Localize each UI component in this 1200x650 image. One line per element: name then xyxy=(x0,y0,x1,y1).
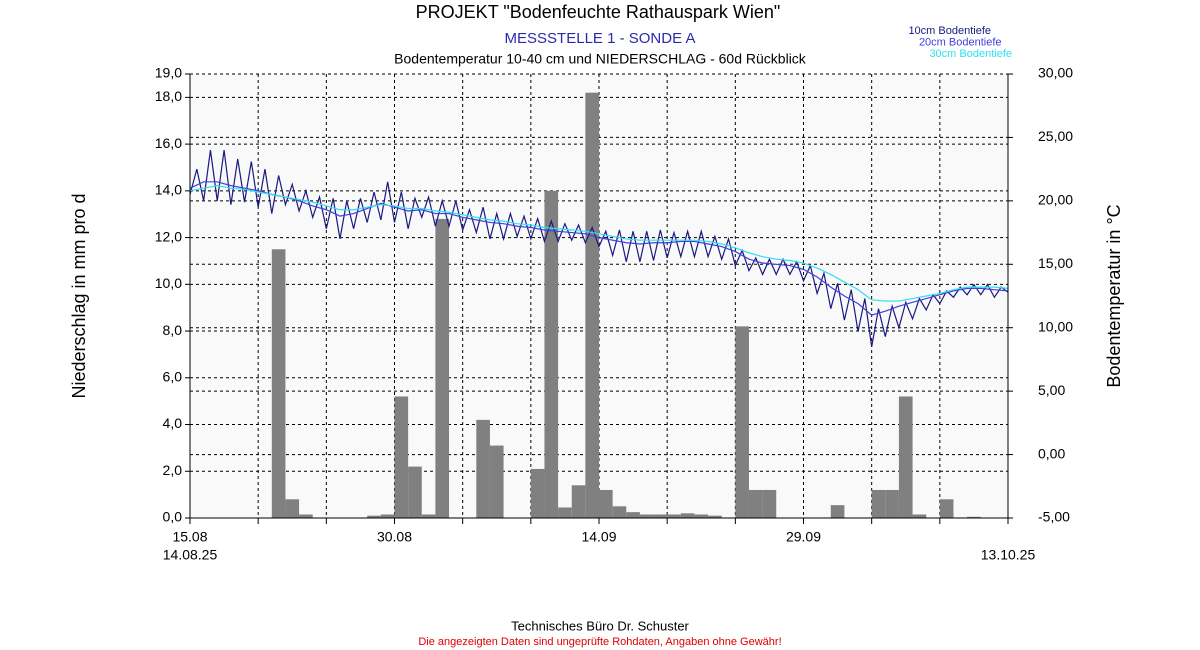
y2-tick-label: 20,00 xyxy=(1038,192,1073,208)
bar xyxy=(667,514,681,518)
line xyxy=(189,185,1009,302)
bar xyxy=(271,249,286,518)
bar xyxy=(299,514,313,518)
bar xyxy=(626,512,640,518)
y-tick-label: 14,0 xyxy=(155,182,182,198)
disclaimer: Die angezeigten Daten sind ungeprüfte Ro… xyxy=(418,636,781,648)
x-tick-label: 14.09 xyxy=(581,529,616,545)
bar xyxy=(571,485,586,518)
y-tick-label: 16,0 xyxy=(155,135,182,151)
y-tick-label: 8,0 xyxy=(163,322,183,338)
bar xyxy=(367,515,381,518)
end-date: 13.10.25 xyxy=(981,547,1036,563)
start-date: 14.08.25 xyxy=(163,547,218,563)
y-tick-label: 19,0 xyxy=(155,65,182,81)
bar xyxy=(380,514,395,518)
x-tick-label: 30.08 xyxy=(377,529,412,545)
x-tick-label: 29.09 xyxy=(786,529,821,545)
bar xyxy=(285,499,300,518)
y2-tick-label: 30,00 xyxy=(1038,65,1073,81)
bar xyxy=(421,514,436,518)
marks xyxy=(189,92,1009,519)
line xyxy=(189,181,1009,316)
footer: Technisches Büro Dr. Schuster xyxy=(511,618,689,633)
bar xyxy=(967,516,981,518)
y-tick-label: 2,0 xyxy=(163,462,183,478)
bar xyxy=(408,466,422,518)
bar xyxy=(708,515,722,518)
y-axis-title: Niederschlag in mm pro d xyxy=(69,193,89,398)
bar xyxy=(871,489,886,518)
y-tick-label: 10,0 xyxy=(155,275,182,291)
y2-tick-label: 5,00 xyxy=(1038,382,1065,398)
chart-title: PROJEKT "Bodenfeuchte Rathauspark Wien" xyxy=(416,2,781,22)
bar xyxy=(558,507,572,518)
chart-subtitle: MESSSTELLE 1 - SONDE A xyxy=(505,30,696,47)
bar xyxy=(680,513,695,518)
bar xyxy=(653,514,668,518)
bar xyxy=(898,396,913,518)
bar xyxy=(830,505,845,518)
chart-description: Bodentemperatur 10-40 cm und NIEDERSCHLA… xyxy=(394,51,807,67)
legend-entry: 20cm Bodentiefe xyxy=(919,36,1002,48)
y2-axis-title: Bodentemperatur in °C xyxy=(1104,204,1124,387)
bar xyxy=(612,506,627,518)
bar xyxy=(885,489,899,518)
bar xyxy=(694,514,709,518)
axes: 0,0 2,0 4,0 6,0 8,0 10,0 12,0 14,0 16,0 18,0 19,0 -… xyxy=(155,65,1073,545)
y2-tick-label: -5,00 xyxy=(1038,509,1070,525)
bar xyxy=(748,489,763,518)
bar xyxy=(394,396,409,518)
bar xyxy=(585,92,599,519)
y2-tick-label: 0,00 xyxy=(1038,445,1065,461)
y2-tick-label: 25,00 xyxy=(1038,128,1073,144)
y-tick-label: 12,0 xyxy=(155,228,182,244)
x-tick-label: 15.08 xyxy=(172,529,207,545)
y-tick-label: 6,0 xyxy=(163,368,183,384)
bar xyxy=(530,468,545,518)
legend-entry: 10cm Bodentiefe xyxy=(908,25,991,37)
y2-tick-label: 10,00 xyxy=(1038,318,1073,334)
bar xyxy=(599,489,613,518)
y-tick-label: 4,0 xyxy=(163,415,183,431)
y-tick-label: 18,0 xyxy=(155,88,182,104)
legend-entry: 30cm Bodentiefe xyxy=(929,48,1012,60)
bar xyxy=(939,499,954,518)
y2-tick-label: 15,00 xyxy=(1038,255,1073,271)
bar xyxy=(435,218,450,518)
bar xyxy=(639,514,654,518)
bar xyxy=(489,445,504,518)
bar xyxy=(762,489,777,518)
bar xyxy=(912,514,927,518)
y-tick-label: 0,0 xyxy=(163,509,183,525)
bar xyxy=(735,326,749,518)
bar xyxy=(476,419,490,518)
line xyxy=(189,150,1009,347)
bar xyxy=(544,190,559,518)
